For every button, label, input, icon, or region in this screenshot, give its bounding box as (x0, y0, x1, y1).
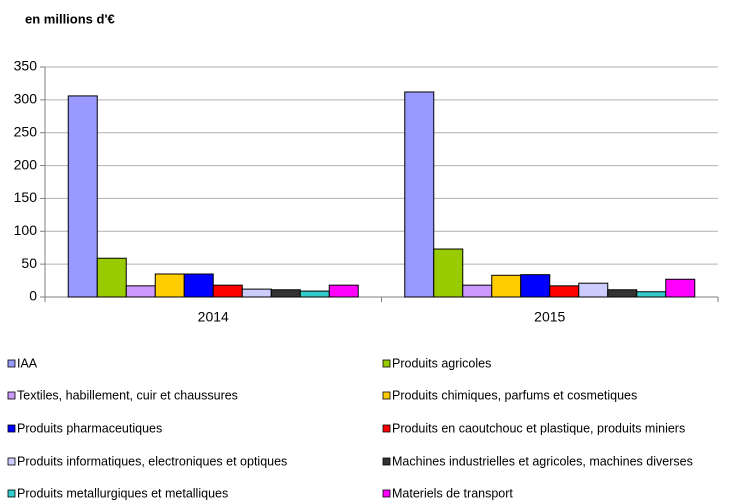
bar (607, 289, 638, 298)
x-tick-label: 2015 (534, 309, 565, 325)
y-tick-label: 200 (14, 156, 38, 172)
bar (241, 288, 272, 298)
legend-swatch (382, 359, 391, 368)
bar (212, 284, 243, 298)
legend-label: Produits en caoutchouc et plastique, pro… (392, 421, 685, 435)
legend-swatch (7, 457, 16, 466)
bar (299, 290, 330, 298)
legend-swatch (382, 424, 391, 433)
legend-label: Materiels de transport (392, 486, 513, 500)
x-tick-label: 2014 (198, 309, 229, 325)
bar (270, 289, 301, 298)
y-tick-label: 150 (14, 189, 38, 205)
legend-label: Produits chimiques, parfums et cosmetiqu… (392, 388, 637, 402)
legend-label: Produits pharmaceutiques (17, 421, 162, 435)
legend-swatch (7, 391, 16, 400)
bar (665, 278, 696, 298)
legend-swatch (382, 489, 391, 498)
bar (96, 257, 127, 298)
bar (491, 274, 522, 298)
legend-label: Produits informatiques, electroniques et… (17, 454, 287, 468)
y-tick-label: 50 (21, 255, 37, 271)
bar (578, 282, 609, 298)
legend-label: IAA (17, 356, 38, 370)
bar (636, 291, 667, 298)
legend-label: Produits agricoles (392, 356, 491, 370)
bar (125, 285, 156, 298)
bar (549, 285, 580, 298)
bar (183, 273, 214, 298)
y-tick-label: 350 (14, 58, 38, 74)
legend-swatch (7, 424, 16, 433)
bar (154, 273, 185, 298)
y-tick-label: 0 (29, 288, 37, 304)
legend-label: Machines industrielles et agricoles, mac… (392, 454, 693, 468)
legend-label: Produits metallurgiques et metalliques (17, 486, 228, 500)
chart-title: en millions d'€ (25, 11, 115, 26)
bar (67, 95, 98, 298)
y-tick-label: 250 (14, 123, 38, 139)
bar (433, 248, 464, 298)
legend-swatch (382, 457, 391, 466)
bar (404, 91, 435, 298)
legend-label: Textiles, habillement, cuir et chaussure… (17, 388, 238, 402)
bar (520, 274, 551, 298)
legend-swatch (7, 359, 16, 368)
legend-swatch (7, 489, 16, 498)
y-tick-label: 300 (14, 91, 38, 107)
bar (462, 284, 493, 298)
y-tick-label: 100 (14, 222, 38, 238)
bar (328, 284, 359, 298)
legend-swatch (382, 391, 391, 400)
